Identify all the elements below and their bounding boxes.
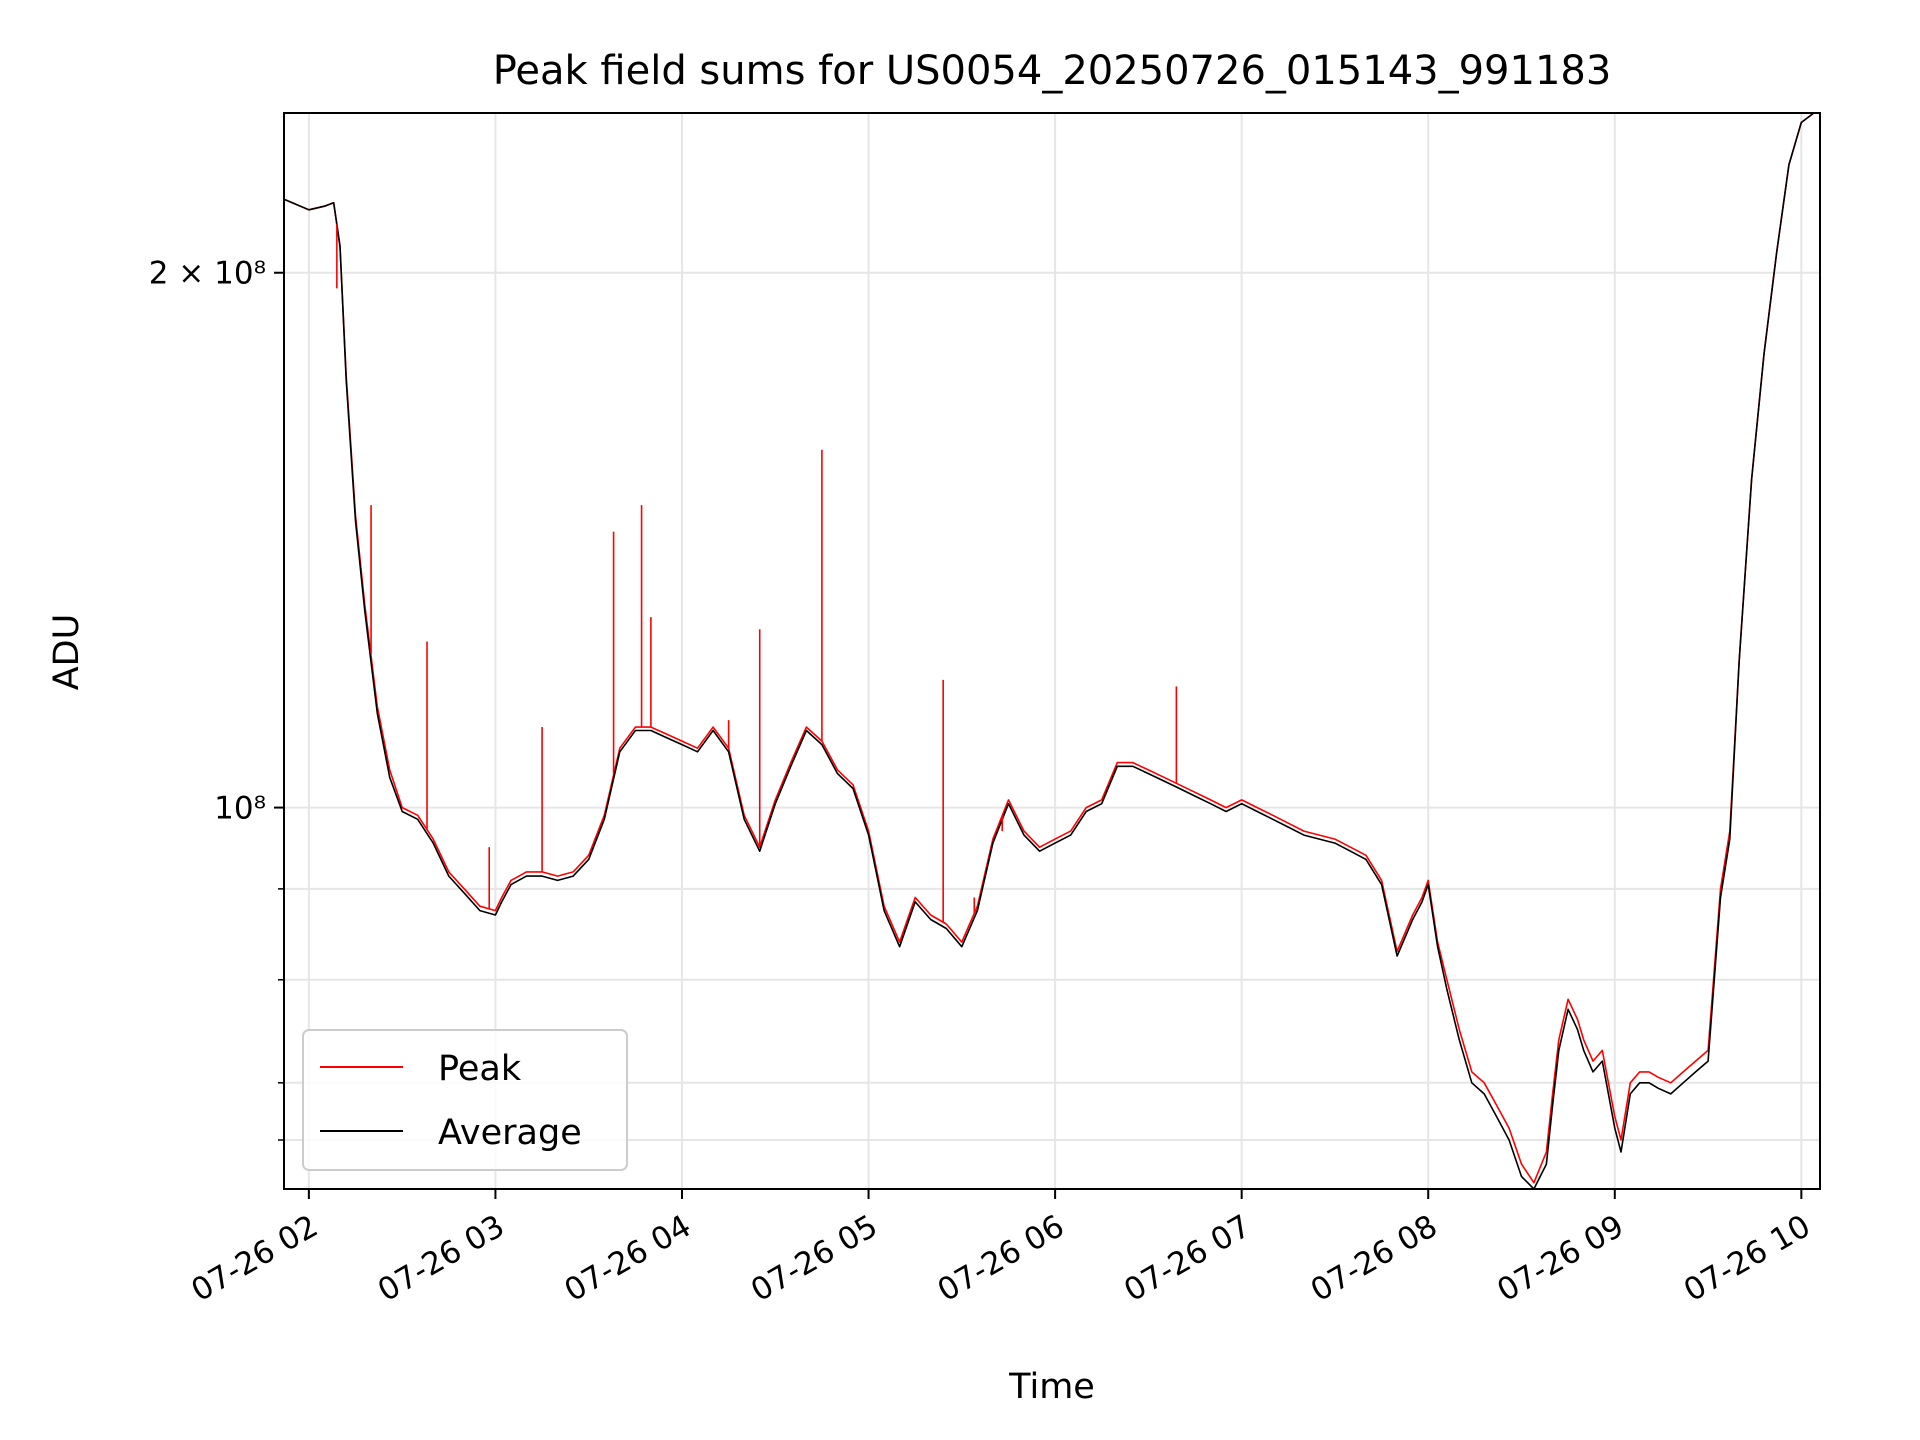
- y-tick-label: 2 × 10⁸: [149, 256, 266, 292]
- x-tick-label: 07-26 06: [932, 1208, 1071, 1309]
- grid: [284, 113, 1820, 1189]
- series-line-peak: [284, 113, 1820, 1184]
- x-tick-label: 07-26 02: [185, 1208, 324, 1309]
- y-axis-ticks: 10⁸ 2 × 10⁸: [149, 256, 284, 1141]
- x-tick-label: 07-26 08: [1305, 1208, 1444, 1309]
- x-tick-label: 07-26 09: [1491, 1208, 1630, 1309]
- series-group: [284, 113, 1820, 1189]
- x-tick-label: 07-26 10: [1678, 1208, 1817, 1309]
- x-tick-label: 07-26 07: [1118, 1208, 1257, 1309]
- series-line-average: [284, 113, 1820, 1189]
- x-tick-label: 07-26 04: [558, 1208, 697, 1309]
- legend-average-label: Average: [438, 1113, 582, 1153]
- legend-peak-label: Peak: [438, 1049, 522, 1089]
- chart-title: Peak field sums for US0054_20250726_0151…: [493, 48, 1612, 94]
- plot-frame: [283, 112, 1821, 1190]
- x-axis-ticks: 07-26 02 07-26 03 07-26 04 07-26 05 07-26 06…: [185, 1189, 1817, 1309]
- x-tick-label: 07-26 03: [372, 1208, 511, 1309]
- legend: Peak Average: [302, 1029, 628, 1171]
- x-axis-label: Time: [1008, 1367, 1095, 1407]
- y-axis-label: ADU: [47, 614, 87, 691]
- x-tick-label: 07-26 05: [745, 1208, 884, 1309]
- y-tick-label: 10⁸: [214, 791, 266, 827]
- legend-box: [302, 1029, 628, 1171]
